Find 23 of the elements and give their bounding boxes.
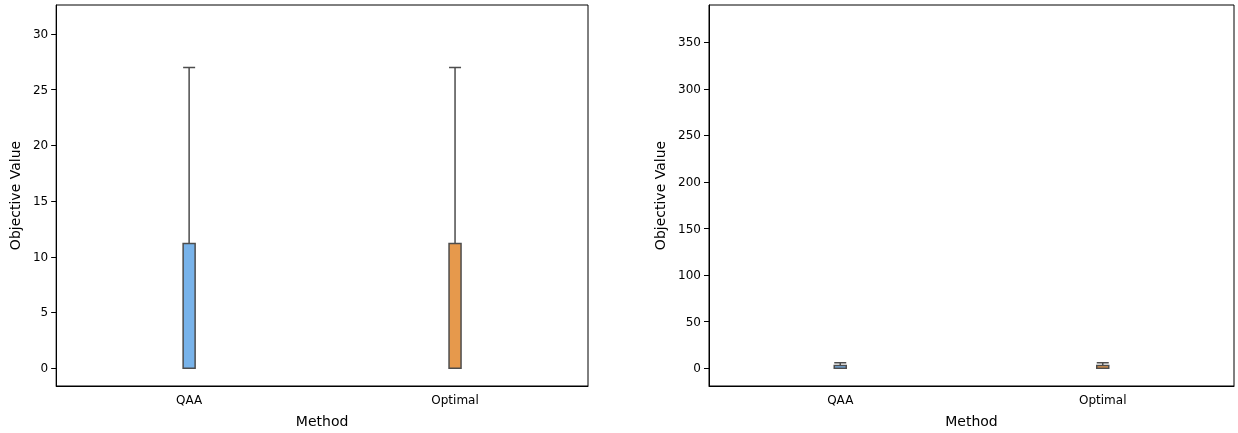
y-axis-title: Objective Value: [652, 140, 669, 251]
x-axis-title: Method: [295, 413, 349, 429]
y-tick-label: 50: [685, 314, 701, 329]
y-tick-label: 0: [693, 361, 701, 376]
y-tick-label: 100: [678, 268, 701, 283]
y-tick-label: 30: [32, 26, 49, 41]
y-tick-label: 25: [32, 82, 49, 97]
y-axis-title: Objective Value: [7, 140, 23, 251]
x-axis-title: Method: [945, 413, 998, 429]
y-tick-label: 200: [678, 174, 701, 189]
y-tick-label: 250: [678, 128, 701, 143]
x-tick-label: Optimal: [1079, 393, 1127, 407]
y-tick-label: 20: [32, 138, 49, 153]
y-tick-label: 15: [32, 194, 49, 209]
y-tick-label: 0: [40, 361, 49, 376]
y-tick-label: 150: [678, 221, 701, 236]
x-tick-label: Optimal: [431, 393, 479, 407]
x-tick-label: QAA: [176, 393, 204, 407]
y-tick-label: 300: [678, 81, 701, 96]
x-tick-label: QAA: [827, 393, 855, 407]
y-tick-label: 350: [678, 35, 701, 50]
y-tick-label: 10: [32, 249, 49, 264]
y-tick-label: 5: [40, 305, 49, 320]
